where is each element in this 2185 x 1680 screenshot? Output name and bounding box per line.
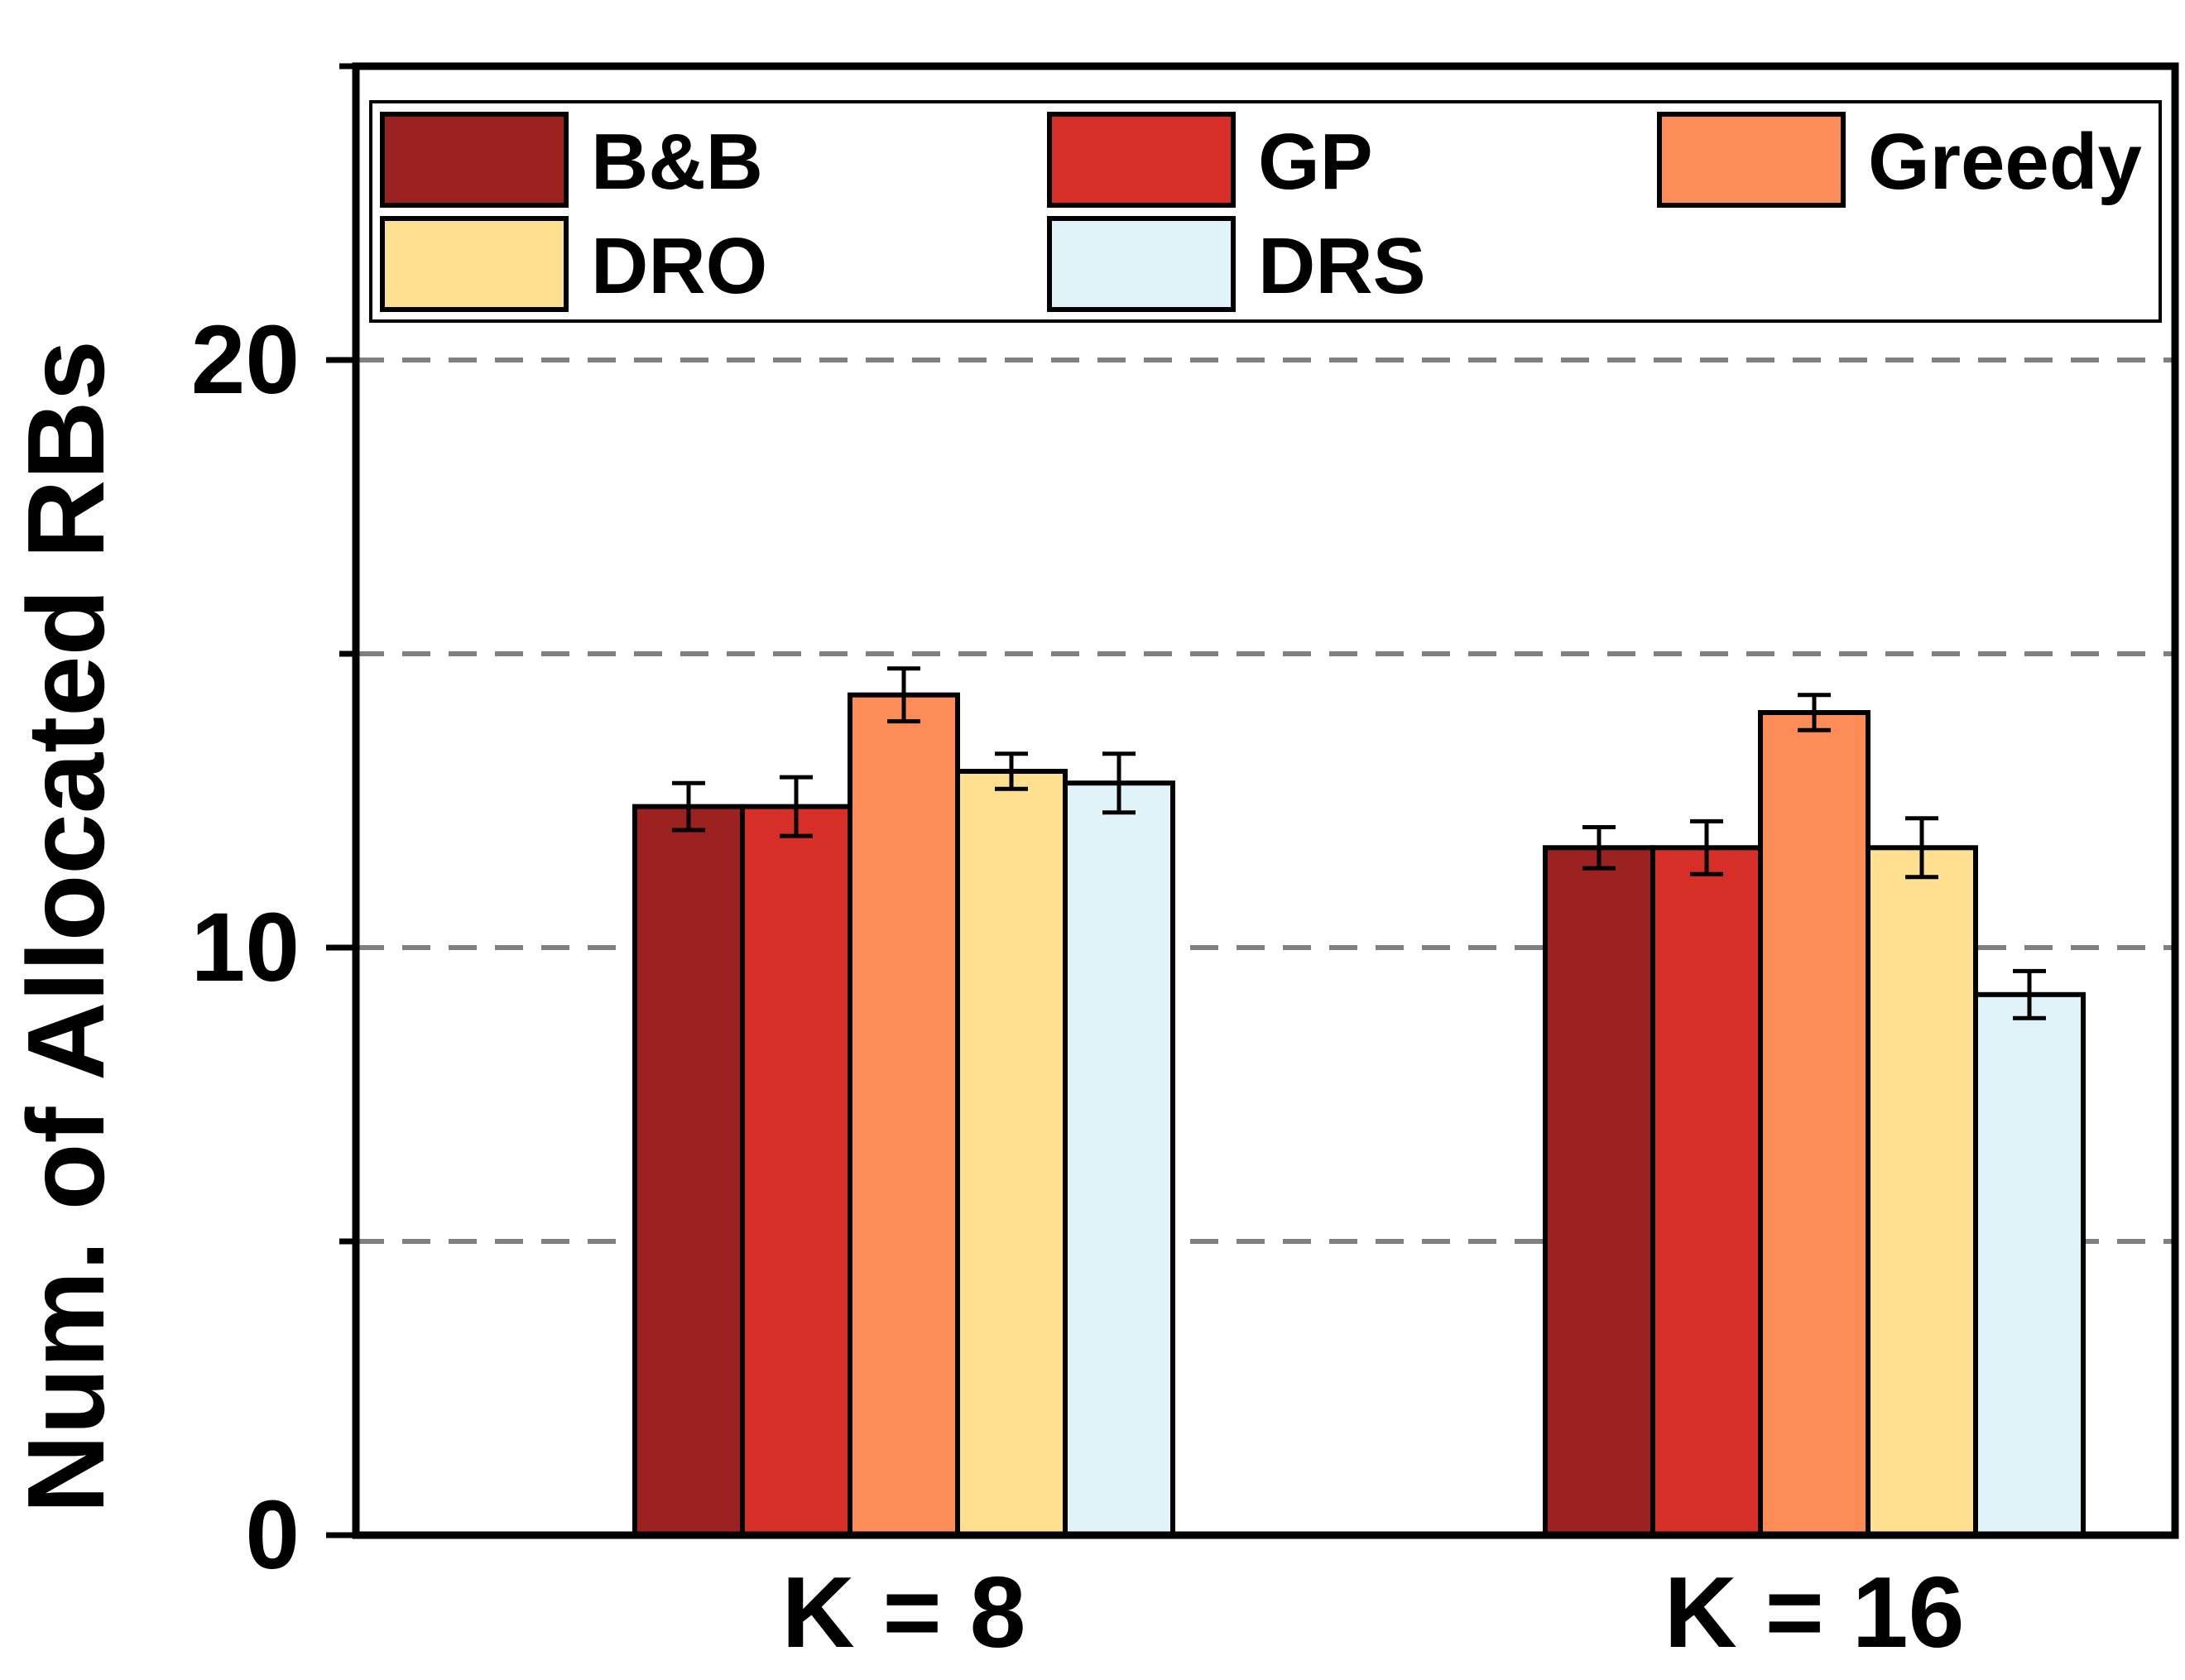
legend-label: DRO (591, 222, 767, 310)
legend-label: Greedy (1868, 118, 2142, 206)
legend-swatch (380, 216, 569, 312)
legend-box (369, 100, 2162, 323)
legend-swatch (380, 112, 569, 208)
bar (955, 769, 1068, 1538)
legend-label: B&B (591, 118, 763, 206)
y-tick-label: 0 (245, 1481, 300, 1590)
bar (1650, 845, 1763, 1538)
legend: B&B GP Greedy DRO DRS (369, 100, 2162, 323)
y-axis-title: Num. of Allocated RBs (5, 340, 127, 1514)
x-tick-label: K = 16 (1664, 1556, 1965, 1668)
legend-swatch (1047, 112, 1236, 208)
axes: K = 8 K = 16 0 10 20 (191, 62, 2179, 1668)
legend-swatch (1657, 112, 1846, 208)
legend-swatch (1047, 216, 1236, 312)
bar (740, 804, 852, 1538)
x-tick-label: K = 8 (782, 1556, 1026, 1668)
bar (1543, 845, 1655, 1538)
bar (632, 804, 745, 1538)
bar (1758, 710, 1870, 1538)
y-tick-label: 20 (191, 305, 300, 415)
y-tick-label: 10 (191, 893, 300, 1002)
bar (1866, 845, 1978, 1538)
legend-label: DRS (1258, 222, 1426, 310)
bars (632, 666, 2086, 1538)
bar (1063, 780, 1175, 1538)
legend-label: GP (1258, 118, 1373, 206)
bar (848, 692, 960, 1538)
plot-frame (352, 62, 2179, 1539)
bar (1973, 991, 2086, 1538)
